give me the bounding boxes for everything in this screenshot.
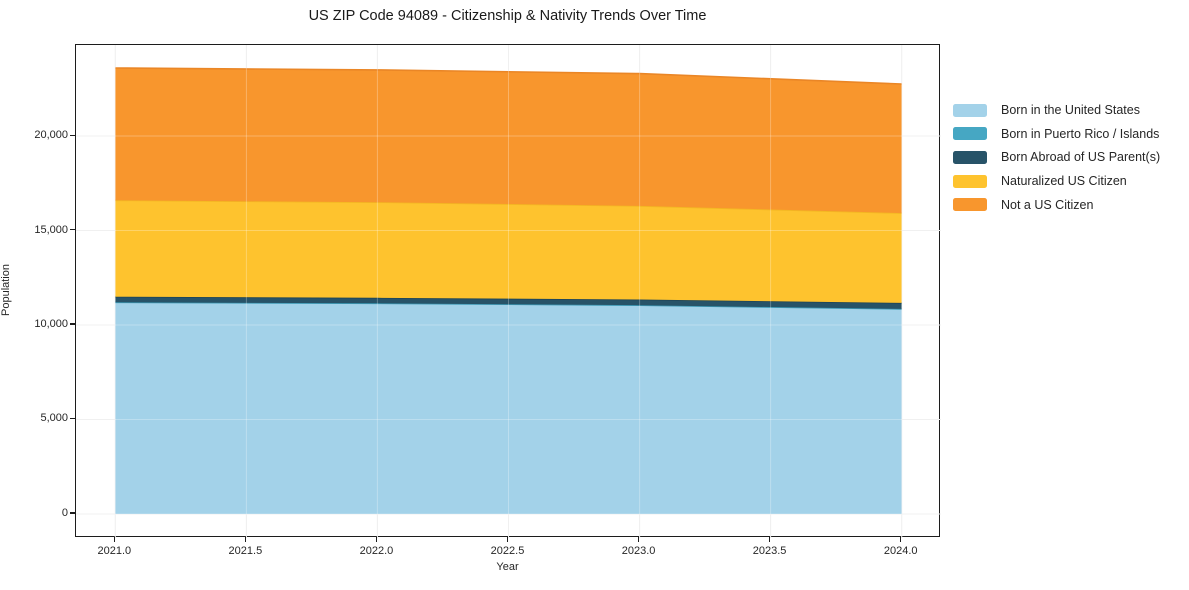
legend-label: Born in the United States <box>1001 103 1140 117</box>
chart-title: US ZIP Code 94089 - Citizenship & Nativi… <box>308 8 707 24</box>
area-band <box>115 296 902 309</box>
x-tick-mark <box>769 537 771 542</box>
y-tick-label: 20,000 <box>34 129 68 141</box>
x-tick-label: 2024.0 <box>883 545 918 557</box>
x-tick-mark <box>638 537 640 542</box>
legend-label: Born in Puerto Rico / Islands <box>1001 126 1160 141</box>
chart-legend: Born in the United States Born in Puerto … <box>953 102 1160 220</box>
y-tick-mark <box>70 323 75 325</box>
y-tick-mark <box>70 134 75 136</box>
legend-item: Born in Puerto Rico / Islands <box>953 126 1160 142</box>
legend-label: Born Abroad of US Parent(s) <box>1001 150 1161 165</box>
y-tick-label: 0 <box>61 506 68 519</box>
legend-swatch <box>953 127 987 141</box>
x-tick-label: 2021.0 <box>97 545 132 557</box>
legend-swatch <box>953 150 987 164</box>
y-axis-label: Population <box>0 264 12 316</box>
legend-item: Naturalized US Citizen <box>953 173 1160 189</box>
x-tick-label: 2022.0 <box>359 545 394 557</box>
x-tick-mark <box>113 537 116 542</box>
legend-item: Born Abroad of US Parent(s) <box>953 149 1160 165</box>
x-tick-label: 2021.5 <box>228 545 263 557</box>
legend-swatch <box>953 198 987 212</box>
y-tick-label: 10,000 <box>34 317 68 330</box>
x-tick-mark <box>375 537 378 542</box>
x-axis-label: Year <box>496 561 519 573</box>
y-tick-label: 5,000 <box>40 412 68 425</box>
plot-area <box>75 44 941 538</box>
x-tick-mark <box>244 537 247 542</box>
x-tick-mark <box>507 537 509 542</box>
x-tick-mark <box>900 537 902 542</box>
area-band <box>115 302 902 514</box>
y-tick-mark <box>70 512 75 514</box>
legend-label: Not a US Citizen <box>1001 197 1094 212</box>
area-edge <box>115 67 902 85</box>
x-tick-label: 2023.0 <box>621 545 656 557</box>
stacked-area-chart <box>76 45 941 538</box>
legend-item: Born in the United States <box>953 102 1160 118</box>
y-tick-label: 15,000 <box>34 223 68 236</box>
area-band <box>115 68 902 214</box>
legend-swatch <box>953 103 987 117</box>
x-tick-label: 2022.5 <box>490 545 525 557</box>
x-tick-label: 2023.5 <box>752 545 787 557</box>
legend-swatch <box>953 174 987 188</box>
legend-label: Naturalized US Citizen <box>1001 174 1127 189</box>
area-band <box>115 200 902 303</box>
y-tick-mark <box>70 229 75 231</box>
y-tick-mark <box>70 417 75 420</box>
legend-item: Not a US Citizen <box>953 197 1160 213</box>
